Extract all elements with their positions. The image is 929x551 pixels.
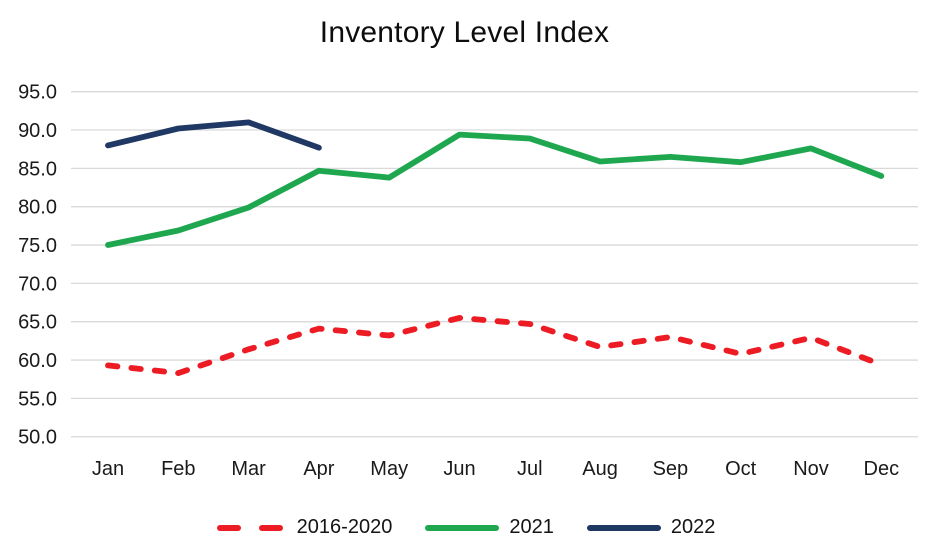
x-tick-label: Feb <box>161 458 195 480</box>
legend-swatch-dashed-line <box>216 524 283 531</box>
legend-label: 2021 <box>509 516 554 538</box>
y-tick-label: 55.0 <box>18 388 57 410</box>
x-tick-label: Jan <box>92 458 124 480</box>
x-tick-label: Jun <box>443 458 475 480</box>
x-tick-label: Mar <box>231 458 266 480</box>
series-line-2022 <box>105 119 322 151</box>
x-tick-label: Jul <box>517 458 543 480</box>
x-tick-label: Sep <box>653 458 689 480</box>
legend-item-2021: 2021 <box>424 516 554 539</box>
x-tick-label: Oct <box>725 458 757 480</box>
y-tick-label: 65.0 <box>18 312 57 334</box>
legend-label: 2022 <box>670 516 716 538</box>
x-tick-label: Nov <box>793 458 829 480</box>
legend-swatch-solid-line <box>586 524 661 531</box>
legend-item-2022: 2022 <box>586 516 716 539</box>
legend: 2016-2020 2021 2022 <box>0 516 929 539</box>
y-tick-label: 80.0 <box>18 197 57 219</box>
y-tick-label: 75.0 <box>18 235 57 257</box>
y-tick-label: 85.0 <box>18 158 57 180</box>
x-tick-label: Apr <box>303 458 334 480</box>
y-tick-label: 90.0 <box>18 120 57 142</box>
legend-swatch-solid-line <box>425 524 500 531</box>
y-tick-label: 70.0 <box>18 273 57 295</box>
x-tick-label: May <box>370 458 408 480</box>
y-tick-label: 60.0 <box>18 350 57 372</box>
x-tick-label: Dec <box>864 458 900 480</box>
legend-item-2016-2020: 2016-2020 <box>214 516 393 539</box>
series-line-2021 <box>105 131 885 248</box>
legend-label: 2016-2020 <box>296 516 393 538</box>
x-tick-label: Aug <box>582 458 618 480</box>
chart-title: Inventory Level Index <box>319 16 610 49</box>
y-tick-label: 95.0 <box>18 82 57 104</box>
series-line-2016-2020 <box>105 314 885 377</box>
y-tick-label: 50.0 <box>18 427 57 449</box>
